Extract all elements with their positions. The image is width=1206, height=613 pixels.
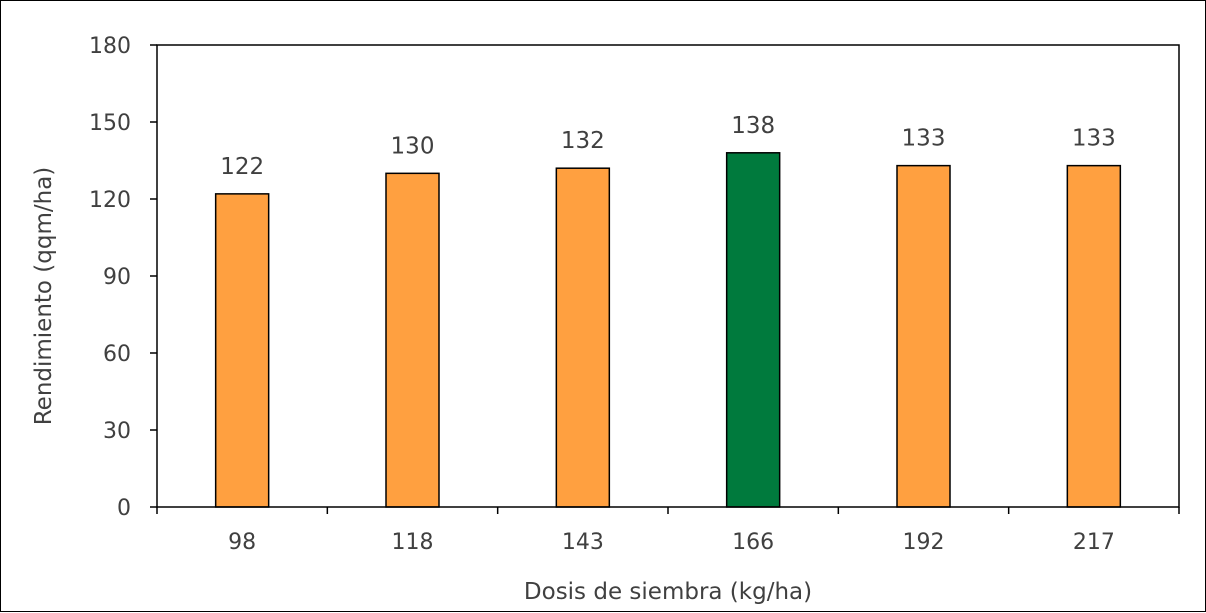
bar-166	[725, 152, 781, 508]
data-label-192: 133	[902, 126, 946, 152]
bar-192	[896, 164, 951, 508]
x-tick-label-118: 118	[392, 530, 434, 555]
y-tick-label-90: 90	[103, 265, 131, 290]
axes-group	[150, 44, 1180, 514]
plot-frame	[156, 44, 1180, 508]
data-labels: 122 130 132 138 133 133	[220, 113, 1116, 180]
data-label-217: 133	[1072, 126, 1116, 152]
bar-118	[385, 172, 440, 508]
data-label-118: 130	[391, 133, 435, 159]
y-tick-label-180: 180	[89, 34, 131, 59]
y-tick-label-0: 0	[117, 496, 131, 521]
y-tick-label-150: 150	[89, 111, 131, 136]
y-tick-label-30: 30	[103, 419, 131, 444]
data-label-166: 138	[731, 113, 775, 139]
y-tick-label-60: 60	[103, 342, 131, 367]
bar-143	[555, 167, 611, 508]
bar-217	[1066, 164, 1122, 508]
x-axis-title: Dosis de siembra (kg/ha)	[524, 579, 812, 605]
x-tick-label-217: 217	[1073, 530, 1115, 555]
y-tick-label-120: 120	[89, 188, 131, 213]
data-label-143: 132	[561, 128, 605, 154]
bars-group	[214, 152, 1122, 508]
x-tick-label-98: 98	[228, 530, 256, 555]
x-tick-label-143: 143	[562, 530, 604, 555]
data-label-98: 122	[220, 154, 264, 180]
y-axis-title: Rendimiento (qqm/ha)	[31, 167, 57, 426]
bar-98	[214, 193, 270, 508]
x-tick-label-166: 166	[732, 530, 774, 555]
y-tick-labels: 0 30 60 90 120 150 180	[89, 34, 131, 521]
x-tick-labels: 98 118 143 166 192 217	[228, 530, 1115, 555]
x-tick-label-192: 192	[903, 530, 945, 555]
